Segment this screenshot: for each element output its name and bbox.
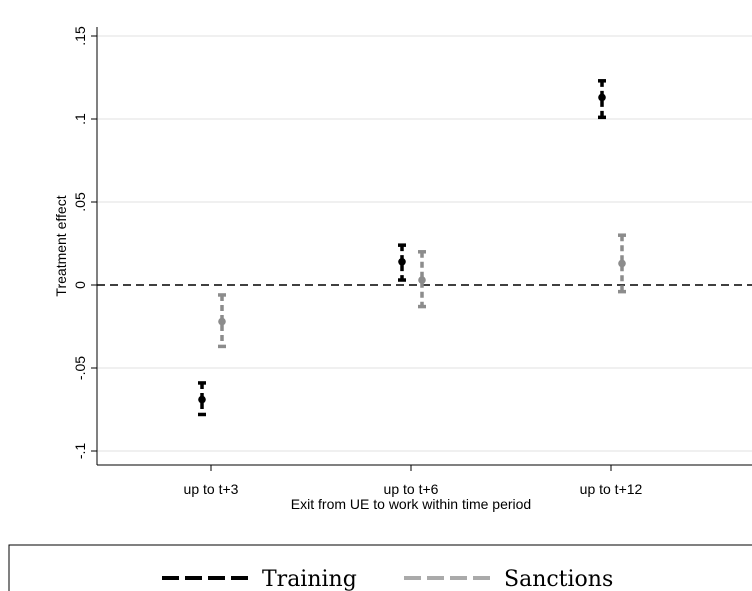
training-point-estimate — [198, 395, 206, 404]
grid-lines — [97, 35, 752, 452]
sanctions-point-estimate — [618, 259, 626, 268]
x-ticks: up to t+3 up to t+6 up to t+12 — [184, 465, 643, 497]
sanctions-point-estimate — [218, 317, 226, 326]
x-tick-label: up to t+3 — [184, 481, 239, 497]
y-tick-label: -.1 — [72, 443, 88, 460]
y-tick-label: .1 — [72, 113, 88, 125]
sanctions-point-estimate — [418, 276, 426, 284]
y-tick-label: -.05 — [72, 356, 88, 380]
y-axis-title: Treatment effect — [53, 195, 69, 296]
y-tick-label: .05 — [72, 192, 88, 212]
legend-label-sanctions: Sanctions — [504, 567, 613, 591]
training-point-estimate — [598, 93, 606, 102]
y-tick-label: .15 — [72, 26, 88, 46]
x-axis-title: Exit from UE to work within time period — [291, 496, 531, 512]
y-tick-label: 0 — [72, 281, 88, 289]
x-tick-label: up to t+6 — [384, 481, 439, 497]
series-marks — [198, 79, 626, 417]
training-point-estimate — [398, 257, 406, 266]
legend-box — [8, 544, 752, 591]
x-tick-label: up to t+12 — [580, 481, 643, 497]
legend-label-training: Training — [262, 567, 357, 591]
y-ticks: -.1 -.05 0 .05 .1 .15 — [72, 26, 97, 459]
